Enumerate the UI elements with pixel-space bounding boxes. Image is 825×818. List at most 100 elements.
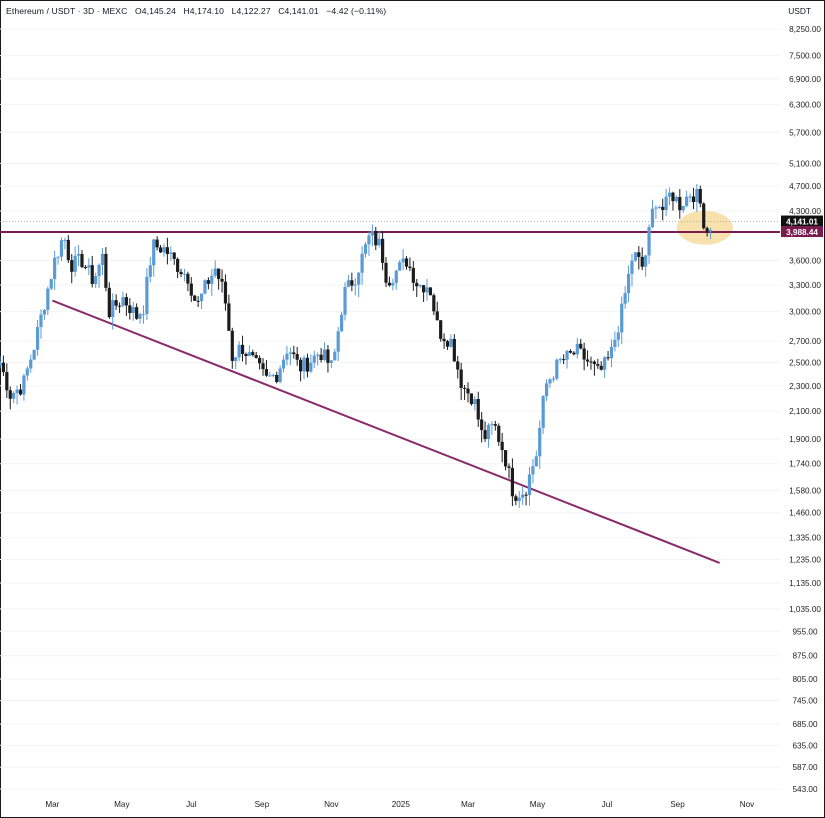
y-tick-label: 1,235.00	[789, 555, 821, 564]
candle-body	[469, 393, 474, 405]
candle-body	[165, 247, 169, 254]
candle-body	[261, 363, 265, 370]
candle-body	[473, 399, 477, 405]
candle-body	[285, 353, 289, 360]
last-price-label: 4,141.01	[786, 218, 818, 227]
candle-body	[12, 393, 16, 399]
candle-body	[254, 355, 258, 358]
candle-body	[357, 272, 361, 285]
y-tick-label: 543.00	[792, 785, 817, 794]
candle-body	[49, 279, 53, 289]
candle-body	[558, 359, 562, 361]
candle-body	[59, 240, 64, 257]
candle-body	[620, 303, 624, 333]
candle-body	[500, 441, 504, 451]
candle-body	[380, 238, 385, 263]
candle-body	[695, 188, 699, 203]
candle-body	[117, 305, 122, 307]
candle-body	[155, 239, 159, 248]
candle-body	[247, 352, 251, 357]
candle-body	[316, 354, 320, 356]
candle-body	[100, 253, 105, 265]
price-axis[interactable]: 8,250.00 7,500.00 6,900.00 6,300.00 5,700.00…	[789, 25, 821, 794]
candle-body	[145, 276, 149, 315]
time-axis[interactable]: Mar May Jul Sep Nov 2025 Mar May Jul Sep Nov	[45, 800, 755, 809]
candle-body	[111, 300, 115, 318]
candle-body	[275, 374, 279, 382]
candle-body	[650, 208, 655, 228]
y-tick-label: 587.00	[792, 763, 817, 772]
y-tick-label: 875.00	[792, 652, 817, 661]
resistance-price-label-bg	[781, 226, 823, 238]
candle-body	[189, 283, 193, 296]
candle-body	[579, 343, 583, 349]
candles	[0, 183, 713, 508]
y-tick-label: 955.00	[792, 627, 817, 636]
open-value: O4,145.24	[134, 6, 176, 16]
change-value: −4.42 (−0.11%)	[326, 6, 387, 16]
candle-body	[667, 192, 672, 197]
candle-body	[104, 253, 108, 288]
candle-body	[592, 361, 596, 365]
candle-body	[524, 494, 528, 496]
candle-body	[551, 378, 556, 380]
candle-body	[158, 247, 163, 253]
candle-body	[456, 361, 460, 370]
y-tick-label: 1,900.00	[789, 435, 821, 444]
candle-body	[258, 357, 262, 364]
y-tick-label: 3,300.00	[789, 281, 821, 290]
candle-body	[486, 424, 491, 440]
candle-body	[555, 359, 559, 379]
x-tick-label: Nov	[324, 800, 339, 809]
candle-body	[572, 352, 576, 355]
x-tick-label: May	[530, 800, 546, 809]
candle-body	[305, 357, 310, 372]
y-tick-label: 3,600.00	[789, 257, 821, 266]
candle-body	[29, 359, 33, 369]
candle-body	[0, 362, 2, 366]
candle-body	[637, 252, 641, 257]
candle-body	[401, 258, 405, 263]
x-tick-label: 2025	[392, 800, 411, 809]
currency-label: USDT	[788, 6, 811, 16]
candle-body	[196, 300, 200, 302]
candle-body	[46, 288, 50, 310]
candle-body	[264, 369, 269, 376]
candle-body	[623, 293, 627, 304]
candle-body	[644, 255, 648, 267]
symbol-label[interactable]: Ethereum / USDT · 3D · MEXC	[6, 6, 128, 16]
candle-body	[295, 354, 299, 360]
candle-body	[268, 375, 272, 377]
candle-body	[94, 276, 98, 284]
candle-body	[452, 338, 456, 362]
candle-body	[493, 424, 497, 426]
candle-body	[562, 359, 566, 361]
x-tick-label: Nov	[740, 800, 755, 809]
ohlc-legend: Ethereum / USDT · 3D · MEXC O4,145.24 H4…	[6, 6, 391, 16]
candle-body	[497, 425, 501, 442]
y-tick-label: 1,335.00	[789, 534, 821, 543]
candle-body	[685, 196, 689, 206]
candle-body	[657, 206, 661, 208]
candle-body	[39, 314, 43, 328]
candle-body	[565, 350, 569, 360]
y-tick-label: 8,250.00	[789, 25, 821, 34]
candle-body	[141, 314, 146, 316]
candle-body	[5, 372, 9, 391]
candle-body	[350, 280, 354, 286]
candle-body	[582, 348, 586, 360]
candle-body	[138, 314, 142, 319]
candle-body	[374, 230, 378, 246]
candle-body	[425, 287, 429, 293]
candle-body	[674, 196, 678, 202]
candle-body	[299, 359, 303, 372]
candle-body	[18, 389, 23, 395]
candle-body	[251, 352, 255, 356]
candle-body	[32, 349, 36, 360]
candle-body	[186, 273, 190, 284]
candle-body	[230, 330, 234, 361]
close-value: C4,141.01	[278, 6, 319, 16]
candle-body	[606, 357, 610, 359]
candle-body	[480, 419, 484, 431]
